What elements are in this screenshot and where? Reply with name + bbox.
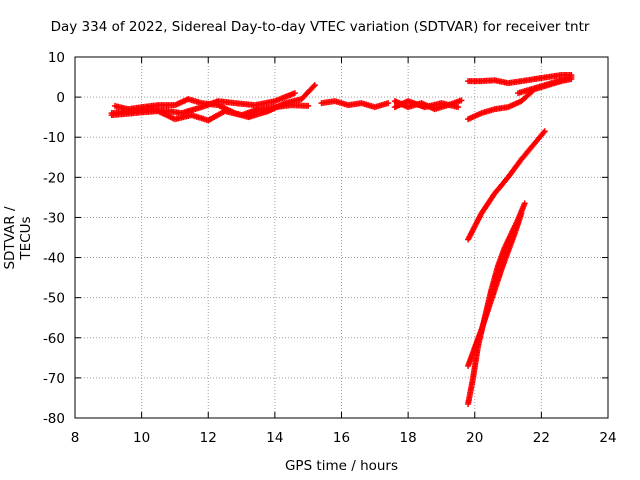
axis-ticks: 8 10 12 14 16 18 20 22 24 -80 -70 -60 -50 -40 -30 -20 -1…: [43, 50, 617, 446]
data-marker: [310, 83, 317, 90]
x-tick-label: 18: [400, 430, 417, 446]
data-series-4: [318, 98, 392, 111]
y-tick-label: -10: [43, 130, 65, 146]
y-tick-label: -60: [43, 331, 65, 347]
y-tick-label: -30: [43, 210, 65, 226]
data-point: [291, 90, 298, 97]
data-point: [455, 104, 462, 111]
data-series-9: [515, 74, 575, 97]
y-tick-label: -40: [43, 251, 65, 267]
data-point: [385, 100, 392, 107]
x-tick-label: 10: [133, 430, 150, 446]
data-point: [568, 74, 575, 81]
y-tick-label: -80: [43, 411, 65, 427]
x-tick-label: 20: [466, 430, 483, 446]
data-markers: [108, 72, 575, 407]
x-tick-label: 12: [200, 430, 217, 446]
y-axis-label: SDTVAR / TECUs: [2, 206, 34, 270]
y-tick-label: -50: [43, 291, 65, 307]
x-tick-label: 24: [599, 430, 616, 446]
y-tick-label: -20: [43, 170, 65, 186]
data-series-12: [465, 210, 525, 369]
data-series-6: [391, 98, 462, 111]
data-point: [458, 97, 465, 104]
data-point: [521, 200, 528, 207]
data-point: [518, 210, 525, 217]
data-point: [305, 102, 312, 109]
x-tick-label: 14: [266, 430, 283, 446]
data-series-10: [465, 128, 548, 243]
x-tick-label: 22: [533, 430, 550, 446]
data-point: [541, 128, 548, 135]
x-tick-label: 8: [71, 430, 80, 446]
x-tick-label: 16: [333, 430, 350, 446]
y-tick-label: 0: [56, 90, 65, 106]
data-series-3: [108, 90, 298, 117]
chart-title: Day 334 of 2022, Sidereal Day-to-day VTE…: [50, 19, 590, 35]
y-tick-label: 10: [48, 50, 65, 66]
data-point: [311, 82, 318, 89]
x-axis-label: GPS time / hours: [284, 458, 399, 474]
y-tick-label: -70: [43, 371, 65, 387]
